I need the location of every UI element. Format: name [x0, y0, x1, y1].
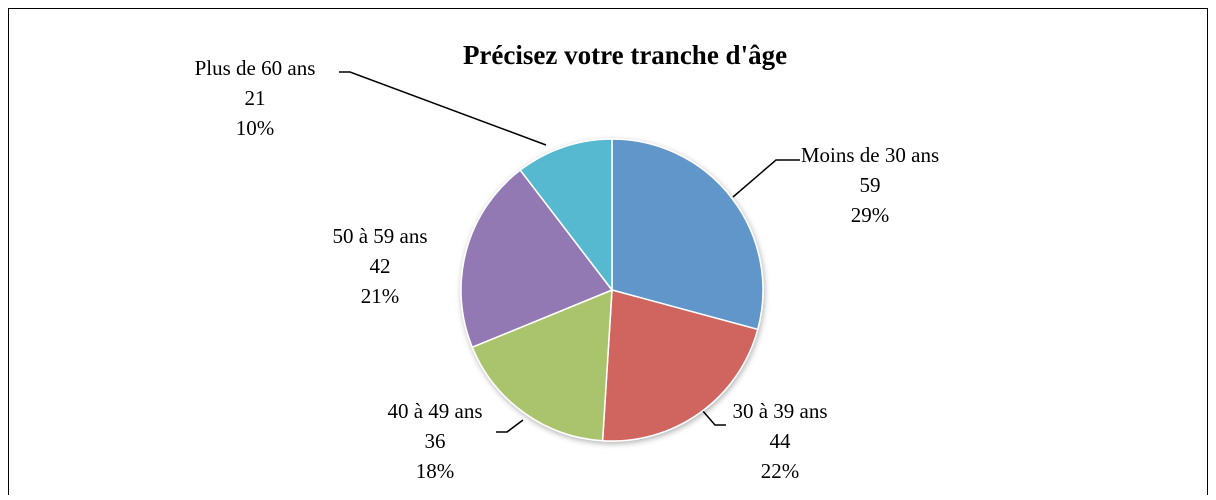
leader-lines [339, 71, 800, 433]
slice-value: 21 [245, 86, 266, 110]
slice-percent: 21% [361, 284, 400, 308]
slice-label: 30 à 39 ans [732, 399, 827, 423]
slice-label: 40 à 49 ans [387, 399, 482, 423]
pie-slice [601, 289, 759, 442]
slice-value: 36 [425, 429, 446, 453]
pie-slice [460, 169, 614, 349]
slice-label: 50 à 59 ans [332, 224, 427, 248]
pie [460, 138, 764, 442]
slice-value: 59 [860, 173, 881, 197]
pie-slice [471, 288, 613, 442]
slice-label: Moins de 30 ans [801, 143, 939, 167]
slice-value: 42 [370, 254, 391, 278]
pie-slice [611, 138, 764, 331]
slice-label: Plus de 60 ans [195, 56, 316, 80]
chart-title: Précisez votre tranche d'âge [463, 40, 787, 70]
slice-percent: 18% [416, 459, 455, 483]
slice-percent: 22% [761, 459, 800, 483]
slice-percent: 10% [236, 116, 275, 140]
slice-percent: 29% [851, 203, 890, 227]
slice-value: 44 [770, 429, 792, 453]
pie-slice [519, 138, 613, 293]
